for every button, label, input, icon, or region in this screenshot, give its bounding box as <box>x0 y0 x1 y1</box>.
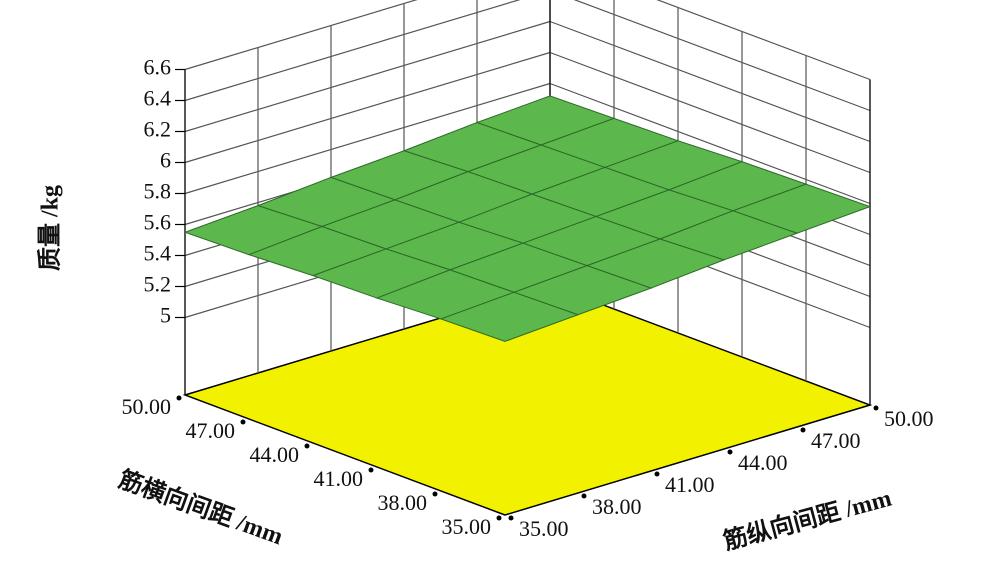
x-tick-label: 47.00 <box>186 418 236 443</box>
tick-mark <box>496 515 502 521</box>
y-tick-label: 41.00 <box>665 472 715 497</box>
x-tick-label: 35.00 <box>442 514 492 539</box>
tick-mark <box>654 471 660 477</box>
grid-line <box>184 82 551 195</box>
z-tick-label: 6.2 <box>144 117 172 142</box>
grid-line <box>549 51 871 174</box>
grid-line <box>573 0 871 112</box>
x-tick-label: 50.00 <box>122 394 172 419</box>
z-axis-title: 质量 /kg <box>37 185 64 271</box>
grid-line <box>656 0 871 81</box>
y-tick-label: 50.00 <box>884 406 934 431</box>
z-tick-label: 5 <box>160 303 171 328</box>
x-tick-label: 38.00 <box>378 490 428 515</box>
y-tick-label: 44.00 <box>738 450 788 475</box>
grid-line <box>184 51 551 164</box>
tick-mark <box>873 405 879 411</box>
z-tick-label: 6 <box>160 148 171 173</box>
x-tick-label: 44.00 <box>250 442 300 467</box>
z-tick-label: 5.6 <box>144 210 172 235</box>
z-tick-label: 5.8 <box>144 179 172 204</box>
y-tick-label: 38.00 <box>592 494 642 519</box>
z-tick-label: 6.4 <box>144 86 172 111</box>
y-tick-label: 35.00 <box>519 516 569 541</box>
tick-mark <box>508 515 514 521</box>
grid-line <box>184 20 551 133</box>
tick-mark <box>240 419 246 425</box>
grid-line <box>184 0 418 71</box>
tick-mark <box>581 493 587 499</box>
tick-mark <box>800 427 806 433</box>
grid-line <box>549 82 871 205</box>
z-tick-label: 5.2 <box>144 272 172 297</box>
tick-mark <box>176 395 182 401</box>
x-tick-label: 41.00 <box>314 466 364 491</box>
x-axis-title: 筋横向间距 /mm <box>114 465 287 551</box>
tick-mark <box>727 449 733 455</box>
tick-mark <box>432 491 438 497</box>
grid-line <box>549 20 871 143</box>
y-axis-title: 筋纵向间距 /mm <box>719 484 894 556</box>
grid-line <box>184 0 521 102</box>
z-tick-label: 5.4 <box>144 241 172 266</box>
tick-mark <box>304 443 310 449</box>
z-tick-label: 6.6 <box>144 55 172 80</box>
tick-mark <box>368 467 374 473</box>
y-tick-label: 47.00 <box>811 428 861 453</box>
surface-patch <box>439 291 580 342</box>
